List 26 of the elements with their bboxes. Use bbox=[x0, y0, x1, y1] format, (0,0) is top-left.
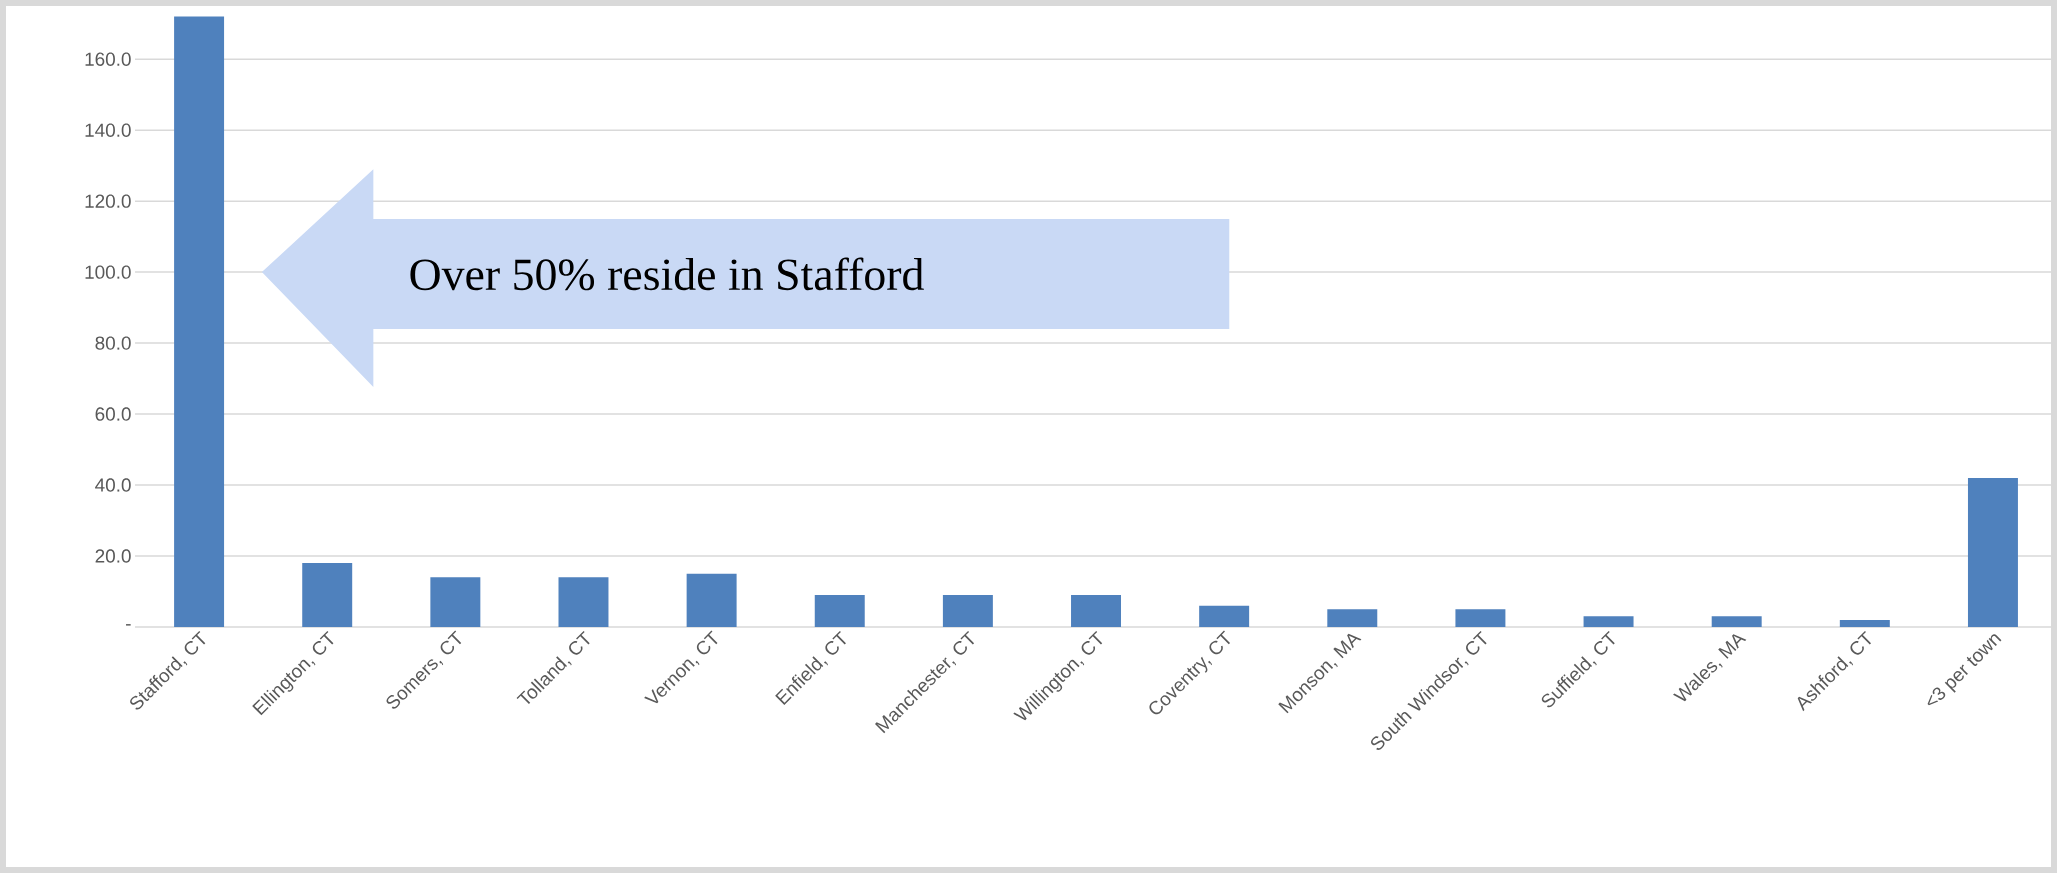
bar bbox=[1967, 477, 2018, 627]
bar bbox=[1455, 609, 1506, 627]
bar bbox=[430, 577, 481, 627]
bar bbox=[174, 16, 225, 627]
y-tick-label: 80.0 bbox=[95, 336, 131, 350]
annotation: Over 50% reside in Stafford bbox=[410, 257, 924, 291]
x-tick-label: <3 per town bbox=[1927, 634, 2002, 706]
y-tick-label: 160.0 bbox=[85, 52, 131, 66]
bar bbox=[1839, 619, 1890, 627]
bar bbox=[814, 595, 865, 627]
y-tick-label: 20.0 bbox=[95, 549, 131, 563]
bar bbox=[686, 573, 737, 627]
bar bbox=[1327, 609, 1378, 627]
y-tick-label: - bbox=[126, 624, 131, 626]
y-tick-label: 40.0 bbox=[95, 478, 131, 492]
y-tick-label: 120.0 bbox=[85, 194, 131, 208]
y-tick-label: 60.0 bbox=[95, 407, 131, 421]
bar bbox=[942, 595, 993, 627]
y-tick-label: 140.0 bbox=[85, 123, 131, 137]
bar bbox=[1711, 616, 1762, 627]
bar bbox=[302, 563, 353, 627]
bar bbox=[558, 577, 609, 627]
y-tick-label: 100.0 bbox=[85, 265, 131, 279]
bar bbox=[1199, 605, 1250, 627]
bar bbox=[1071, 595, 1122, 627]
bar bbox=[1583, 616, 1634, 627]
